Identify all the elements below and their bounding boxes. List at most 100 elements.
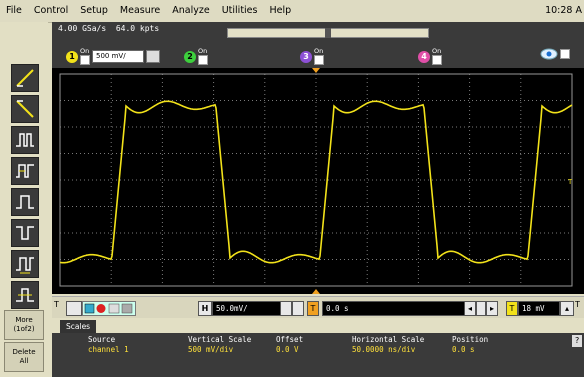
channel-1-waveform-trace [59, 100, 573, 264]
menu-utilities[interactable]: Utilities [221, 5, 258, 16]
menu-control[interactable]: Control [33, 5, 69, 16]
source-column: Source channel 1 [88, 335, 129, 355]
horizontal-scale-column: Horizontal Scale 50.0000 ns/div [352, 335, 424, 355]
tool-falling-slope[interactable] [11, 95, 39, 123]
vertical-scale-value: 500 mV/div [188, 345, 234, 354]
offset-column: Offset 0.0 V [276, 335, 303, 355]
tool-pulse-duty[interactable] [11, 157, 39, 185]
offset-header: Offset [276, 335, 304, 344]
tool-period[interactable] [11, 250, 39, 278]
channel-4-on-label: On [432, 47, 442, 55]
rise-time-icon [16, 195, 34, 209]
tool-frequency[interactable] [11, 281, 39, 309]
menu-help[interactable]: Help [269, 5, 292, 16]
channel-row: 1 On 500 mV/ 2 On 3 On 4 On [52, 44, 584, 68]
waveform-tool-buttons[interactable] [82, 301, 136, 316]
source-header: Source [88, 335, 116, 344]
channel-4-badge[interactable]: 4 [418, 50, 430, 63]
channel-1-scale-spinner[interactable] [146, 50, 160, 63]
sample-rate: 4.00 GSa/s [58, 24, 107, 33]
offset-left-button[interactable]: ◂ [464, 301, 476, 316]
trigger-time-marker-bottom [312, 289, 320, 294]
clock: 10:28 A [545, 5, 582, 16]
waveform-graticule: T [52, 68, 584, 294]
tool-icons [84, 303, 133, 314]
tool-fall-time[interactable] [11, 219, 39, 247]
channel-3-controls: 3 On [300, 48, 324, 65]
waveform-display[interactable]: T [52, 68, 584, 294]
pulse-duty-icon [16, 164, 34, 178]
math-controls [540, 48, 570, 60]
falling-edge-icon [16, 100, 34, 118]
channel-4-controls: 4 On [418, 48, 442, 65]
menu-bar: File Control Setup Measure Analyze Utili… [0, 0, 584, 23]
more-button[interactable]: More (1of2) [4, 310, 44, 340]
menu-file[interactable]: File [6, 5, 22, 16]
menu-analyze[interactable]: Analyze [172, 5, 210, 16]
channel-1-controls: 1 On 500 mV/ [66, 48, 160, 65]
tab-scales[interactable]: Scales [60, 320, 97, 333]
horizontal-scale-header: Horizontal Scale [352, 335, 425, 344]
left-toolbar: More (1of2) Delete All [0, 22, 48, 377]
horizontal-offset-field[interactable]: 0.0 s [322, 301, 466, 316]
rising-edge-icon [16, 69, 34, 87]
tool-rising-slope[interactable] [11, 64, 39, 92]
trigger-level-spinner[interactable]: ▴ [560, 301, 574, 316]
help-button[interactable]: ? [572, 335, 582, 347]
channel-1-on-label: On [80, 47, 90, 55]
channel-4-on-checkbox[interactable] [432, 55, 442, 65]
scales-panel: Source channel 1 Vertical Scale 500 mV/d… [52, 333, 584, 377]
acquisition-bar: 4.00 GSa/s 64.0 kpts [52, 22, 584, 44]
memory-depth: 64.0 kpts [115, 24, 160, 33]
offset-right-button[interactable]: ▸ [486, 301, 498, 316]
channel-3-badge[interactable]: 3 [300, 50, 312, 63]
position-value: 0.0 s [452, 345, 475, 354]
position-header: Position [452, 335, 489, 344]
vertical-scale-field[interactable]: 50.0mV/ [212, 301, 282, 316]
screen-background [52, 68, 584, 294]
vertical-scale-up[interactable] [292, 301, 304, 316]
channel-2-controls: 2 On [184, 48, 208, 65]
trigger-level-arrows[interactable] [66, 301, 82, 316]
menu-setup[interactable]: Setup [80, 5, 108, 16]
frequency-icon [16, 288, 34, 302]
timebase-window-marker[interactable] [325, 28, 331, 38]
menu-measure[interactable]: Measure [119, 5, 161, 16]
math-eye-icon[interactable] [540, 48, 558, 60]
math-on-checkbox[interactable] [560, 49, 570, 59]
trigger-time-marker [312, 68, 320, 73]
tool-pulse-width[interactable] [11, 126, 39, 154]
channel-3-on-checkbox[interactable] [314, 55, 324, 65]
horizontal-scale-value: 50.0000 ns/div [352, 345, 416, 354]
channel-3-on-label: On [314, 47, 324, 55]
period-icon [16, 257, 34, 274]
channel-2-on-label: On [198, 47, 208, 55]
trigger-marker-right: T [575, 300, 580, 309]
channel-1-on-checkbox[interactable] [80, 55, 90, 65]
offset-value: 0.0 V [276, 345, 299, 354]
vertical-scale-down[interactable] [280, 301, 292, 316]
channel-1-badge[interactable]: 1 [66, 50, 78, 63]
acquisition-info: 4.00 GSa/s 64.0 kpts [58, 24, 159, 33]
channel-1-scale-field[interactable]: 500 mV/ [92, 50, 144, 63]
trigger-marker-left: T [54, 300, 59, 309]
horizontal-mode-button[interactable]: H [198, 301, 212, 316]
offset-zero-button[interactable] [476, 301, 486, 316]
position-column: Position 0.0 s [452, 335, 488, 355]
pulse-icon [16, 133, 34, 147]
source-value: channel 1 [88, 345, 129, 354]
fall-time-icon [16, 226, 34, 240]
trigger-level-marker[interactable]: T [506, 301, 518, 316]
trigger-level-field[interactable]: 18 mV [518, 301, 560, 316]
delete-all-button[interactable]: Delete All [4, 342, 44, 372]
vertical-scale-header: Vertical Scale [188, 335, 252, 344]
graticule-border [59, 73, 573, 287]
timebase-overview[interactable] [227, 28, 429, 38]
control-row: T H 50.0mV/ T 0.0 s ◂ ▸ T 18 mV ▴ T [52, 296, 584, 319]
channel-2-on-checkbox[interactable] [198, 55, 208, 65]
tool-rise-time[interactable] [11, 188, 39, 216]
trigger-position-marker[interactable]: T [307, 301, 319, 316]
tab-row: Scales [52, 318, 584, 333]
channel-2-badge[interactable]: 2 [184, 50, 196, 63]
